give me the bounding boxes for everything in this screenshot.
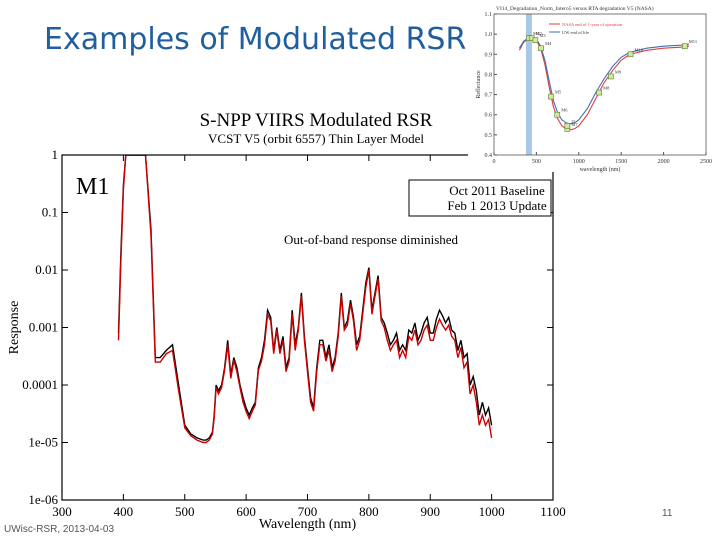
inset-band-label: M7 (571, 122, 578, 127)
inset-band-label: M11 (689, 39, 697, 44)
y-tick-label: 1e-06 (28, 492, 58, 507)
inset-band-marker (681, 43, 688, 50)
x-axis-label: Wavelength (nm) (259, 517, 357, 532)
legend-box (408, 179, 552, 217)
band-label-bg (72, 170, 116, 200)
inset-background (468, 0, 720, 172)
x-tick-label: 400 (114, 504, 134, 519)
annotation-text: Out-of-band response diminished (284, 232, 459, 247)
y-tick-label: 1e-05 (28, 435, 58, 450)
inset-x-tick-label: 2000 (658, 159, 670, 165)
inset-x-tick-label: 1000 (573, 159, 585, 165)
x-tick-label: 600 (236, 504, 256, 519)
inset-highlight-band (525, 14, 532, 155)
y-axis-label: Response (7, 301, 22, 355)
y-tick-label: 0.0001 (22, 377, 58, 392)
chart-subtitle: VCST V5 (orbit 6557) Thin Layer Model (208, 131, 424, 146)
slide-title: Examples of Modulated RSR... (44, 22, 494, 57)
x-tick-label: 900 (421, 504, 441, 519)
y-tick-label: 1 (52, 147, 59, 162)
inset-y-axis-label: Reflectance (475, 70, 482, 99)
inset-band-marker (627, 51, 634, 58)
inset-band-marker (596, 89, 602, 96)
inset-plot-frame (493, 13, 707, 156)
y-tick-label: 0.001 (29, 320, 58, 335)
page-number: 11 (662, 508, 673, 519)
inset-band-label: M1 (533, 31, 539, 36)
legend-entry-baseline: Oct 2011 Baseline (449, 183, 545, 198)
y-tick-label: 0.01 (35, 262, 58, 277)
x-tick-label: 500 (175, 504, 195, 519)
inset-y-tick-label: 0.9 (485, 52, 493, 58)
footer-source: UWisc-RSR, 2013-04-03 (4, 524, 115, 535)
inset-x-tick-label: 0 (493, 159, 496, 165)
inset-band-marker (554, 111, 561, 118)
x-tick-label: 700 (298, 504, 318, 519)
x-tick-label: 1000 (479, 504, 505, 519)
inset-band-label: I2 (571, 119, 575, 124)
inset-y-tick-label: 0.6 (485, 113, 493, 119)
inset-band-label: M5 (555, 90, 562, 95)
x-tick-label: 800 (359, 504, 379, 519)
inset-band-label: M4 (545, 41, 552, 46)
inset-band-label: M10 (635, 47, 644, 52)
inset-x-tick-label: 2500 (700, 159, 712, 165)
inset-band-marker (532, 37, 539, 43)
inset-band-label: M2 (536, 31, 542, 36)
inset-y-tick-label: 0.8 (485, 72, 493, 78)
chart-title: S-NPP VIIRS Modulated RSR (200, 110, 433, 131)
inset-x-tick-label: 500 (532, 159, 541, 165)
inset-x-tick-label: 1500 (615, 159, 627, 165)
inset-y-tick-label: 1.1 (485, 12, 493, 18)
band-label: M1 (76, 174, 109, 200)
x-tick-label: 1100 (540, 504, 566, 519)
inset-title: VI14_Degradation_Norm_Intero5 versus RTA… (496, 5, 654, 12)
inset-y-tick-label: 1.0 (485, 32, 493, 38)
inset-band-marker (548, 93, 554, 100)
inset-band-marker (608, 73, 614, 80)
inset-y-tick-label: 0.5 (485, 133, 493, 139)
legend-entry-update: Feb 1 2013 Update (447, 198, 547, 213)
inset-band-label: M6 (561, 108, 568, 113)
y-tick-label: 0.1 (42, 205, 58, 220)
inset-band-marker (564, 122, 571, 129)
series-line-update (117, 155, 493, 444)
inset-band-label: M3 (539, 33, 546, 38)
inset-y-tick-label: 0.7 (485, 93, 493, 99)
inset-legend-entry-nasa: NASA end of 1-year of operation (562, 22, 623, 27)
inset-legend-entry-uw: UW end of life (562, 30, 589, 35)
inset-band-marker (538, 45, 544, 52)
inset-band-label: M9 (615, 69, 622, 74)
x-tick-label: 300 (52, 504, 72, 519)
inset-y-tick-label: 0.4 (485, 153, 493, 159)
inset-x-axis-label: wavelength (nm) (580, 166, 621, 173)
inset-band-label: M8 (603, 86, 610, 91)
